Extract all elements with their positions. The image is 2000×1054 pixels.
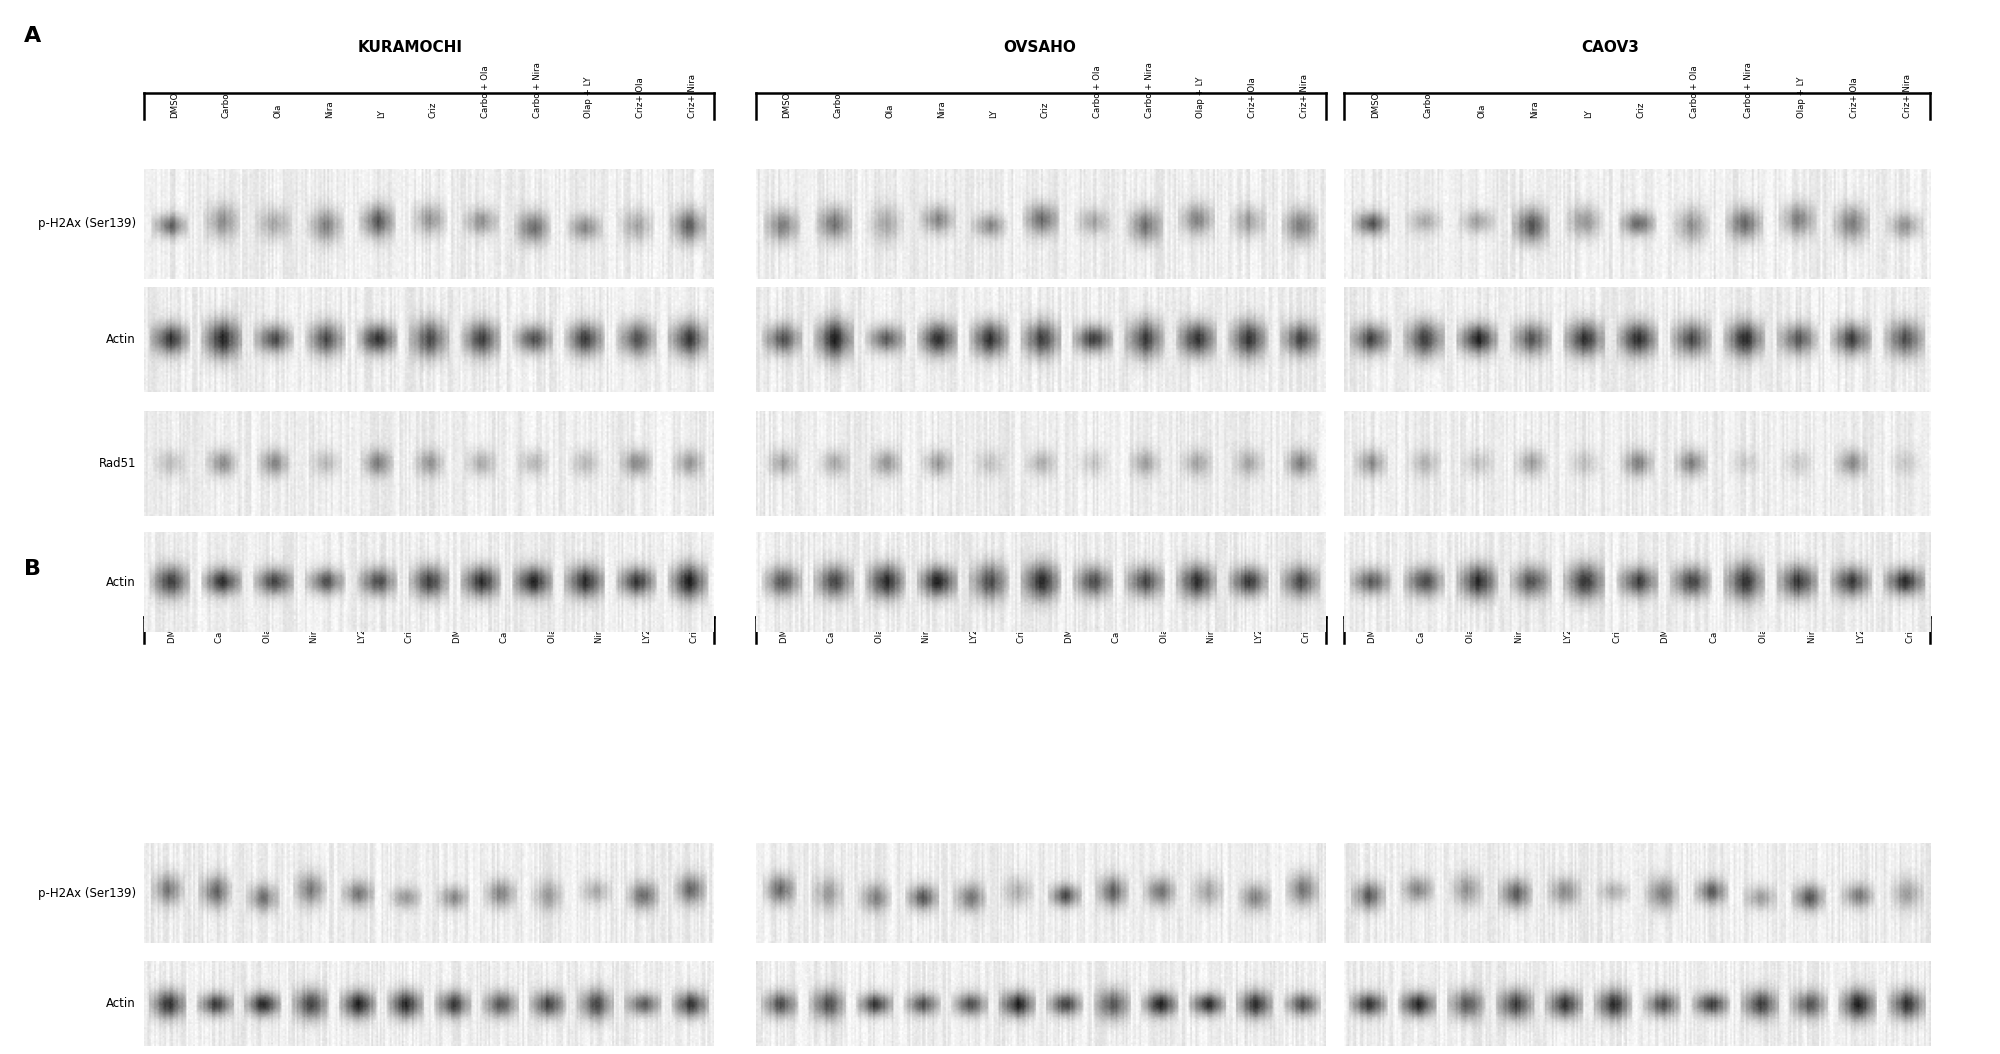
- Text: DMSO 4hr: DMSO 4hr: [1368, 600, 1378, 643]
- Text: Olaparib 4hr: Olaparib 4hr: [874, 589, 884, 643]
- Text: Carbo + Ola: Carbo + Ola: [1092, 65, 1102, 118]
- Text: DMSO: DMSO: [170, 92, 178, 118]
- Text: Criz+ Nira: Criz+ Nira: [1904, 74, 1912, 118]
- Text: DMSO 8hr: DMSO 8hr: [1064, 600, 1074, 643]
- Text: DMSO: DMSO: [782, 92, 790, 118]
- Text: LY294002 4hr: LY294002 4hr: [358, 584, 366, 643]
- Text: DMSO 4hr: DMSO 4hr: [780, 600, 788, 643]
- Text: Carbo: Carbo: [222, 93, 230, 118]
- Text: Niraparib 4hr: Niraparib 4hr: [922, 586, 932, 643]
- Text: Actin: Actin: [106, 575, 136, 589]
- Text: p-H2Ax (Ser139): p-H2Ax (Ser139): [38, 217, 136, 231]
- Text: Nira: Nira: [326, 100, 334, 118]
- Text: Crizotinib 4hr: Crizotinib 4hr: [406, 585, 414, 643]
- Text: Carboplatin 8hr: Carboplatin 8hr: [500, 575, 510, 643]
- Text: Rad51: Rad51: [98, 457, 136, 470]
- Text: p-H2Ax (Ser139): p-H2Ax (Ser139): [38, 886, 136, 900]
- Text: Ola: Ola: [1478, 103, 1486, 118]
- Text: Olaparib 8hr: Olaparib 8hr: [1160, 589, 1168, 643]
- Text: Olap + LY: Olap + LY: [1196, 77, 1206, 118]
- Text: LY294002 8hr: LY294002 8hr: [1856, 584, 1866, 643]
- Text: LY: LY: [378, 110, 386, 118]
- Text: A: A: [24, 26, 42, 46]
- Text: Crizotinib 8hr: Crizotinib 8hr: [690, 585, 700, 643]
- Text: KURAMOCHI: KURAMOCHI: [358, 570, 462, 585]
- Text: LY294002 8hr: LY294002 8hr: [642, 584, 652, 643]
- Text: Olaparib 4hr: Olaparib 4hr: [1466, 589, 1476, 643]
- Text: LY294002 8hr: LY294002 8hr: [1254, 584, 1264, 643]
- Text: Crizotinib 8hr: Crizotinib 8hr: [1906, 585, 1914, 643]
- Text: OVSAHO: OVSAHO: [1004, 40, 1076, 55]
- Text: CAOV3: CAOV3: [1582, 40, 1638, 55]
- Text: LY: LY: [1584, 110, 1592, 118]
- Text: Niraparib 4hr: Niraparib 4hr: [310, 586, 320, 643]
- Text: DMSO 4hr: DMSO 4hr: [168, 600, 176, 643]
- Text: Actin: Actin: [106, 333, 136, 346]
- Text: Carboplatin 8hr: Carboplatin 8hr: [1710, 575, 1720, 643]
- Text: Criz+ Nira: Criz+ Nira: [1300, 74, 1310, 118]
- Text: Criz: Criz: [1040, 101, 1050, 118]
- Text: Carbo + Ola: Carbo + Ola: [1690, 65, 1700, 118]
- Text: Nira: Nira: [938, 100, 946, 118]
- Text: Criz+ Ola: Criz+ Ola: [1850, 77, 1860, 118]
- Text: B: B: [24, 559, 40, 579]
- Text: Niraparib 8hr: Niraparib 8hr: [1208, 586, 1216, 643]
- Text: LY294002 4hr: LY294002 4hr: [970, 584, 978, 643]
- Text: Criz+ Ola: Criz+ Ola: [636, 77, 646, 118]
- Text: OVSAHO: OVSAHO: [1004, 570, 1076, 585]
- Text: Carbo: Carbo: [834, 93, 842, 118]
- Text: Criz+ Ola: Criz+ Ola: [1248, 77, 1258, 118]
- Text: LY: LY: [990, 110, 998, 118]
- Text: Olap + LY: Olap + LY: [584, 77, 594, 118]
- Text: Crizotinib 4hr: Crizotinib 4hr: [1018, 585, 1026, 643]
- Text: LY294002 4hr: LY294002 4hr: [1564, 584, 1572, 643]
- Text: Olaparib 8hr: Olaparib 8hr: [1760, 589, 1768, 643]
- Text: Carbo + Ola: Carbo + Ola: [480, 65, 490, 118]
- Text: Niraparib 8hr: Niraparib 8hr: [596, 586, 604, 643]
- Text: Actin: Actin: [106, 997, 136, 1010]
- Text: Ola: Ola: [274, 103, 282, 118]
- Text: Criz+ Nira: Criz+ Nira: [688, 74, 698, 118]
- Text: CAOV3: CAOV3: [1582, 570, 1638, 585]
- Text: Olap + LY: Olap + LY: [1796, 77, 1806, 118]
- Text: Carboplatin 4hr: Carboplatin 4hr: [1418, 575, 1426, 643]
- Text: Carbo + Nira: Carbo + Nira: [1744, 62, 1752, 118]
- Text: Criz: Criz: [428, 101, 438, 118]
- Text: Nira: Nira: [1530, 100, 1540, 118]
- Text: Ola: Ola: [886, 103, 894, 118]
- Text: Olaparib 8hr: Olaparib 8hr: [548, 589, 556, 643]
- Text: KURAMOCHI: KURAMOCHI: [358, 40, 462, 55]
- Text: Criz: Criz: [1636, 101, 1646, 118]
- Text: DMSO 8hr: DMSO 8hr: [1662, 600, 1670, 643]
- Text: Carbo: Carbo: [1424, 93, 1432, 118]
- Text: Carbo + Nira: Carbo + Nira: [1144, 62, 1154, 118]
- Text: Crizotinib 8hr: Crizotinib 8hr: [1302, 585, 1312, 643]
- Text: Carbo + Nira: Carbo + Nira: [532, 62, 542, 118]
- Text: Niraparib 8hr: Niraparib 8hr: [1808, 586, 1816, 643]
- Text: Olaparib 4hr: Olaparib 4hr: [262, 589, 272, 643]
- Text: Carboplatin 8hr: Carboplatin 8hr: [1112, 575, 1122, 643]
- Text: DMSO 8hr: DMSO 8hr: [452, 600, 462, 643]
- Text: DMSO: DMSO: [1370, 92, 1380, 118]
- Text: Niraparib 4hr: Niraparib 4hr: [1514, 586, 1524, 643]
- Text: Carboplatin 4hr: Carboplatin 4hr: [828, 575, 836, 643]
- Text: Carboplatin 4hr: Carboplatin 4hr: [216, 575, 224, 643]
- Text: Crizotinib 4hr: Crizotinib 4hr: [1612, 585, 1622, 643]
